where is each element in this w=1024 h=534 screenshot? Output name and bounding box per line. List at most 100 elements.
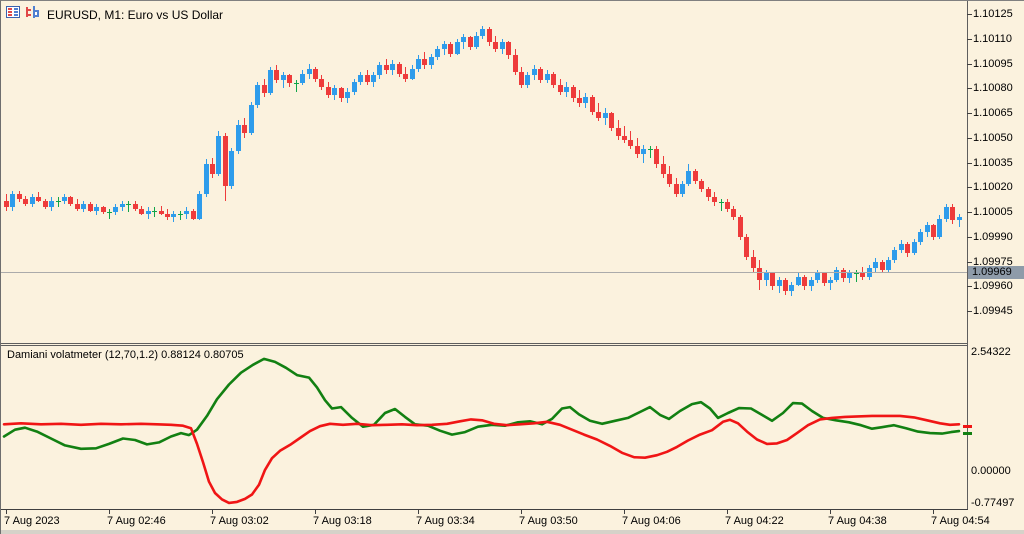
candle-body: [680, 184, 685, 194]
candle-body: [590, 97, 595, 112]
candle-body: [242, 125, 247, 133]
candle-body: [783, 280, 788, 291]
candle-body: [319, 79, 324, 87]
candle-body: [950, 207, 955, 220]
candle-body: [287, 75, 292, 83]
candle-body: [892, 250, 897, 260]
price-tick-label: 1.10095: [973, 57, 1013, 70]
indicator-green-value-marker: [963, 432, 972, 436]
candle-body: [667, 174, 672, 184]
time-tick-mark: [933, 510, 934, 514]
candle-body: [925, 225, 930, 232]
candle-body: [571, 87, 576, 98]
candle-body: [957, 217, 962, 220]
candle-body: [358, 75, 363, 82]
pane-separator-top-line[interactable]: [1, 343, 967, 344]
price-tick-label: 1.10125: [973, 8, 1013, 21]
candle-body: [300, 74, 305, 83]
candle-body: [937, 219, 942, 237]
candle-body: [854, 273, 859, 274]
indicator-tick-label: -0.77497: [971, 497, 1015, 509]
candle-body: [371, 75, 376, 82]
candle-body: [88, 204, 93, 211]
candle-body: [674, 184, 679, 194]
time-tick-label: 7 Aug 04:22: [725, 515, 784, 527]
time-tick-mark: [109, 510, 110, 514]
volatility-green-line: [2, 357, 961, 451]
time-tick-mark: [6, 510, 7, 514]
candle-body: [403, 74, 408, 79]
candle-body: [577, 98, 582, 103]
candle-body: [377, 65, 382, 75]
candle-body: [210, 164, 215, 174]
candle-body: [332, 88, 337, 95]
candle-body: [564, 87, 569, 92]
candle-body: [918, 232, 923, 242]
candle-body: [126, 204, 131, 205]
candle-body: [860, 273, 865, 277]
candle-body: [912, 242, 917, 253]
candle-body: [68, 197, 73, 204]
candle-body: [487, 29, 492, 42]
indicator-chart[interactable]: [1, 346, 967, 509]
time-tick-mark: [418, 510, 419, 514]
candle-body: [313, 69, 318, 79]
price-tick-mark: [967, 236, 972, 238]
candle-body: [435, 49, 440, 57]
indicator-red-value-marker: [963, 424, 972, 428]
candle-body: [36, 197, 41, 201]
time-tick-mark: [624, 510, 625, 514]
candle-body: [834, 270, 839, 280]
price-tick-label: 1.10035: [973, 156, 1013, 169]
candle-body: [294, 83, 299, 84]
candle-body: [281, 75, 286, 80]
candle-body: [229, 151, 234, 186]
candle-body: [532, 69, 537, 75]
price-axis-border: [967, 1, 968, 510]
candle-body: [596, 112, 601, 118]
candle-body: [171, 214, 176, 217]
candle-body: [107, 212, 112, 213]
pane-separator-bottom-line[interactable]: [1, 345, 967, 346]
candle-body: [442, 44, 447, 49]
candle-body: [223, 136, 228, 186]
candle-body: [699, 181, 704, 189]
candle-body: [268, 70, 273, 93]
market-watch-quotes-icon[interactable]: [6, 6, 20, 18]
candle-body: [764, 273, 769, 280]
candle-body: [191, 211, 196, 219]
candle-body: [506, 42, 511, 55]
candle-body: [461, 37, 466, 42]
candle-body: [809, 280, 814, 286]
candle-body: [139, 209, 144, 214]
candle-body: [706, 189, 711, 197]
candle-body: [146, 211, 151, 214]
price-tick-mark: [967, 63, 972, 65]
time-tick-label: 7 Aug 04:54: [931, 515, 990, 527]
candle-body: [815, 273, 820, 280]
price-tick-mark: [967, 113, 972, 115]
candle-body: [255, 85, 260, 105]
candle-body: [513, 55, 518, 72]
ohlc-candles-icon[interactable]: [25, 6, 40, 18]
candle-body: [339, 88, 344, 98]
bottom-edge-strip: [1, 530, 1024, 534]
candle-body: [583, 97, 588, 103]
candle-body: [178, 214, 183, 215]
candle-body: [120, 204, 125, 207]
candle-body: [274, 70, 279, 80]
candle-body: [133, 204, 138, 209]
time-tick-mark: [727, 510, 728, 514]
time-tick-mark: [212, 510, 213, 514]
candle-body: [886, 260, 891, 270]
price-tick-label: 1.10110: [973, 32, 1012, 45]
candlestick-chart[interactable]: [1, 1, 967, 343]
candle-body: [236, 125, 241, 151]
candle-body: [880, 262, 885, 270]
candle-body: [686, 171, 691, 184]
candle-body: [23, 199, 28, 204]
price-tick-label: 1.09945: [973, 305, 1013, 318]
candle-body: [165, 214, 170, 217]
candle-body: [551, 74, 556, 85]
candle-body: [628, 140, 633, 146]
